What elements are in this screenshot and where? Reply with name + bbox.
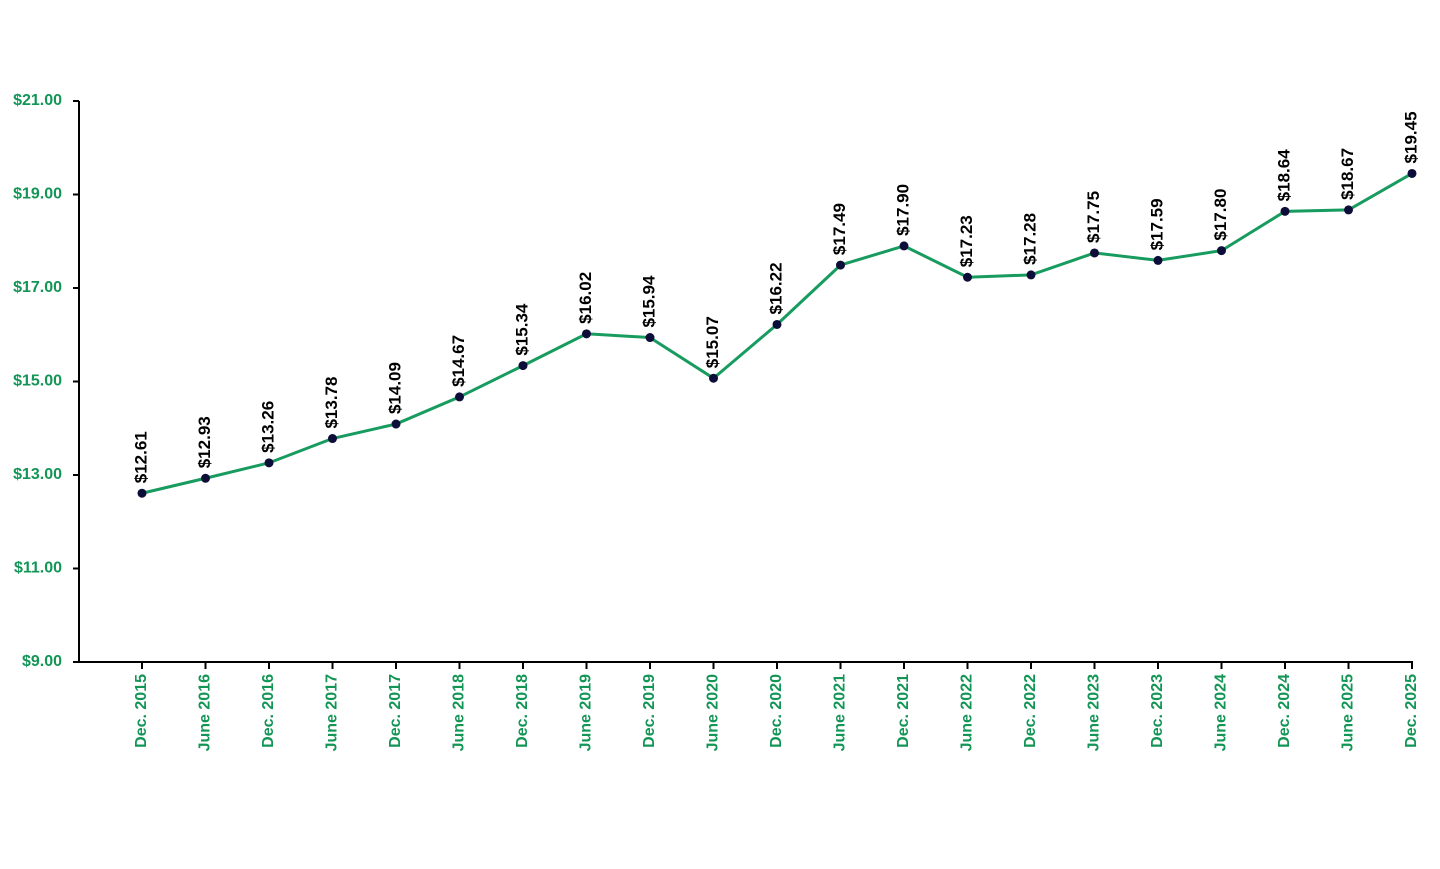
point xyxy=(899,241,909,251)
x-tick-label: June 2016 xyxy=(197,674,214,751)
y-tick-label: $21.00 xyxy=(13,92,62,109)
value-label: $18.67 xyxy=(1338,148,1357,200)
point xyxy=(1026,270,1036,280)
x-tick-label: Dec. 2019 xyxy=(641,674,658,748)
value-label: $15.94 xyxy=(639,275,658,328)
y-tick-label: $13.00 xyxy=(13,466,62,483)
y-tick-label: $11.00 xyxy=(14,560,62,577)
point xyxy=(1344,205,1353,215)
x-tick-label: Dec. 2021 xyxy=(895,674,912,748)
point xyxy=(582,329,591,339)
point xyxy=(1217,246,1226,256)
x-tick-label: June 2019 xyxy=(578,674,595,751)
value-label: $17.75 xyxy=(1084,191,1103,243)
point xyxy=(709,373,718,383)
x-tick-label: Dec. 2015 xyxy=(133,674,150,748)
x-tick-label: June 2018 xyxy=(451,674,468,751)
point xyxy=(1407,168,1417,178)
point xyxy=(201,473,210,483)
value-label: $12.61 xyxy=(131,431,150,483)
x-tick-label: June 2022 xyxy=(959,674,976,751)
point xyxy=(137,488,147,498)
value-label: $17.28 xyxy=(1020,213,1039,265)
y-tick-label: $15.00 xyxy=(13,373,62,390)
value-label: $17.49 xyxy=(830,203,849,255)
value-label: $19.45 xyxy=(1401,111,1420,163)
value-label: $15.07 xyxy=(703,316,722,368)
value-label: $18.64 xyxy=(1274,149,1293,202)
x-tick-label: Dec. 2020 xyxy=(768,674,785,748)
y-tick-label: $17.00 xyxy=(13,279,62,296)
x-tick-label: Dec. 2025 xyxy=(1403,674,1420,748)
value-label: $17.80 xyxy=(1211,189,1230,241)
point xyxy=(772,319,782,329)
point xyxy=(264,458,274,468)
value-label: $15.34 xyxy=(512,303,531,356)
point xyxy=(645,333,655,343)
point xyxy=(518,361,528,371)
point xyxy=(1280,206,1290,216)
value-label: $13.78 xyxy=(322,377,341,429)
x-tick-label: June 2020 xyxy=(705,674,722,751)
value-label: $14.09 xyxy=(385,362,404,414)
x-tick-label: June 2025 xyxy=(1340,674,1357,751)
value-label: $13.26 xyxy=(258,401,277,453)
x-tick-label: June 2023 xyxy=(1086,674,1103,751)
point xyxy=(836,260,845,270)
point xyxy=(1153,255,1163,265)
value-label: $17.90 xyxy=(893,184,912,236)
value-label: $16.22 xyxy=(766,262,785,314)
y-tick-label: $9.00 xyxy=(22,653,62,670)
point xyxy=(328,434,337,444)
value-label: $16.02 xyxy=(576,272,595,324)
value-label: $17.23 xyxy=(957,215,976,267)
x-tick-label: June 2021 xyxy=(832,674,849,751)
point xyxy=(1090,248,1099,258)
y-tick-label: $19.00 xyxy=(13,186,62,203)
x-tick-label: Dec. 2024 xyxy=(1276,674,1293,748)
x-tick-label: Dec. 2022 xyxy=(1022,674,1039,748)
x-tick-label: Dec. 2023 xyxy=(1149,674,1166,748)
x-tick-label: June 2017 xyxy=(324,674,341,751)
value-label: $14.67 xyxy=(449,335,468,387)
x-tick-label: Dec. 2018 xyxy=(514,674,531,748)
value-label: $17.59 xyxy=(1147,198,1166,250)
x-tick-label: June 2024 xyxy=(1213,674,1230,751)
point xyxy=(963,272,972,282)
x-tick-label: Dec. 2017 xyxy=(387,674,404,748)
value-label: $12.93 xyxy=(195,416,214,468)
point xyxy=(455,392,464,402)
point xyxy=(391,419,401,429)
x-tick-label: Dec. 2016 xyxy=(260,674,277,748)
